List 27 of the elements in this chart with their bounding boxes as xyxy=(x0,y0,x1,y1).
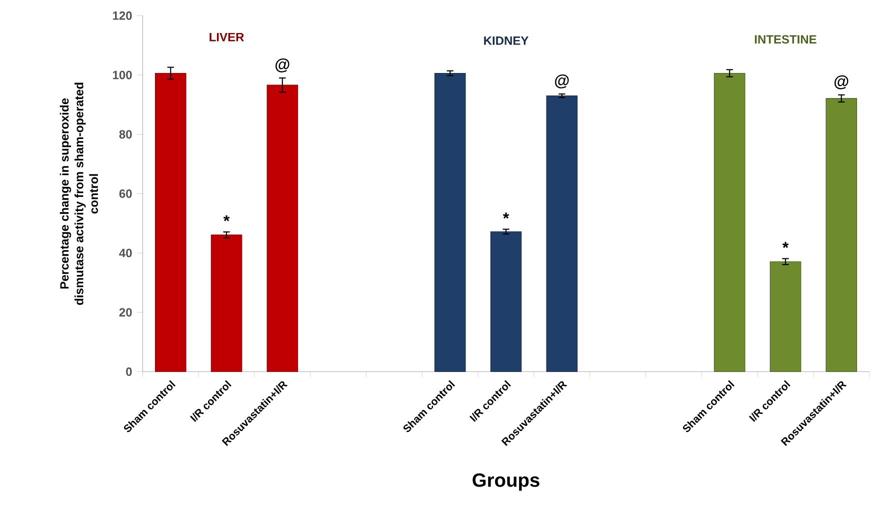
bar xyxy=(434,72,466,372)
data-label: * xyxy=(223,215,230,222)
bar xyxy=(210,234,242,372)
bar xyxy=(714,72,746,372)
data-label: @ xyxy=(834,75,848,90)
x-axis-title: Groups xyxy=(472,473,540,491)
bar xyxy=(266,84,298,372)
y-tick-label: 120 xyxy=(113,11,132,20)
data-label: @ xyxy=(555,74,569,88)
data-label: * xyxy=(782,242,789,248)
y-tick-label: 20 xyxy=(119,308,132,317)
text: LIVER xyxy=(210,32,244,42)
y-tick-label: 60 xyxy=(119,189,132,198)
bar xyxy=(490,231,522,372)
text: KIDNEY xyxy=(484,36,528,45)
bar xyxy=(770,261,802,372)
data-label: @ xyxy=(276,58,290,72)
bar xyxy=(826,98,858,372)
y-tick-label: 100 xyxy=(113,70,132,80)
y-tick-label: 0 xyxy=(126,367,132,376)
text: INTESTINE xyxy=(754,35,816,44)
bar xyxy=(546,95,578,372)
y-axis-title: Percentage change in superoxide dismutase activity from sham-operated control xyxy=(60,82,98,305)
bar xyxy=(154,72,186,372)
y-tick-label: 40 xyxy=(119,248,132,258)
y-tick-label: 80 xyxy=(119,130,132,139)
data-label: * xyxy=(502,212,510,219)
